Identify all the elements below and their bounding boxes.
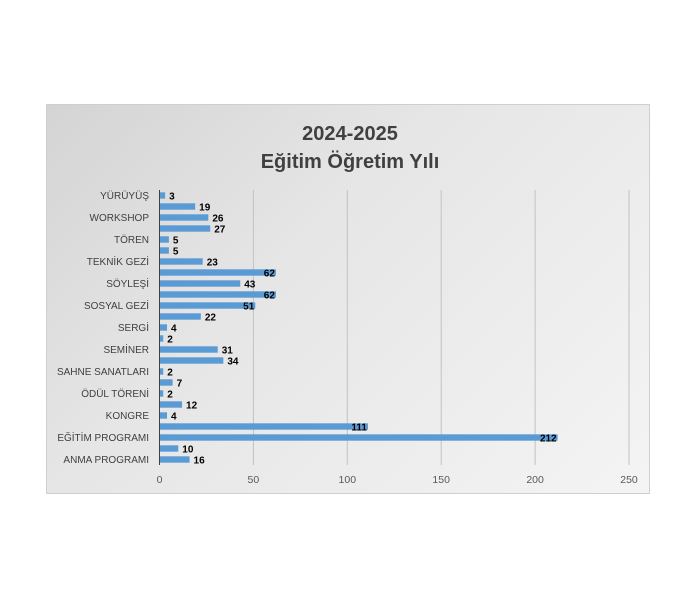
bar — [159, 280, 241, 287]
category-label: SERGİ — [118, 321, 149, 334]
bar — [159, 324, 168, 331]
data-label: 34 — [227, 356, 239, 367]
x-tick-label: 200 — [526, 474, 544, 486]
bar — [159, 368, 164, 375]
bar — [159, 302, 256, 309]
category-label: EĞİTİM PROGRAMI — [57, 431, 149, 444]
x-tick-label: 150 — [432, 474, 450, 486]
bar — [159, 401, 183, 408]
bar — [159, 445, 179, 452]
x-tick-label: 100 — [339, 474, 357, 486]
bar — [159, 390, 164, 397]
bar — [159, 214, 209, 221]
x-tick-label: 0 — [157, 474, 163, 486]
bar — [159, 357, 224, 364]
bar — [159, 456, 190, 463]
data-label: 2 — [167, 367, 173, 378]
data-label: 51 — [243, 301, 255, 312]
bar — [159, 412, 168, 419]
category-label: TÖREN — [114, 234, 149, 246]
bar — [159, 269, 276, 276]
bar — [159, 291, 276, 298]
bar — [159, 192, 166, 199]
bar — [159, 225, 211, 232]
category-label: SAHNE SANATLARI — [57, 367, 149, 378]
category-labels: YÜRÜYÜŞ WORKSHOP TÖREN TEKNİK GEZİ SÖYLEŞİ SO… — [57, 190, 149, 466]
data-label: 62 — [264, 290, 276, 301]
bar — [159, 258, 203, 265]
bar — [159, 434, 558, 441]
category-label: ANMA PROGRAMI — [63, 455, 149, 466]
data-label: 26 — [212, 213, 224, 224]
bars — [159, 192, 558, 463]
gridlines — [252, 190, 630, 465]
data-label: 5 — [173, 246, 179, 257]
bar — [159, 423, 368, 430]
category-label: SOSYAL GEZİ — [84, 299, 149, 312]
bar — [159, 247, 169, 254]
category-label: TEKNİK GEZİ — [87, 255, 149, 268]
data-label: 3 — [169, 191, 175, 202]
data-label: 111 — [351, 422, 367, 433]
bar — [159, 203, 196, 210]
data-label: 2 — [167, 389, 173, 400]
bar — [159, 313, 201, 320]
data-label: 5 — [173, 235, 179, 246]
category-label: WORKSHOP — [90, 213, 150, 224]
x-tick-label: 50 — [248, 474, 260, 486]
bar — [159, 379, 173, 386]
x-tick-labels: 0 50 100 150 200 250 — [157, 474, 638, 486]
data-label: 27 — [214, 224, 226, 235]
data-label: 7 — [177, 378, 183, 389]
bar — [159, 346, 218, 353]
chart-title: 2024-2025 — [302, 123, 398, 145]
bar-chart: 2024-2025 Eğitim Öğretim Yılı 3192627552… — [57, 123, 638, 486]
bar — [159, 236, 169, 243]
data-label: 12 — [186, 400, 198, 411]
data-label: 62 — [264, 268, 276, 279]
data-label: 23 — [207, 257, 219, 268]
data-label: 212 — [540, 433, 557, 444]
category-label: ÖDÜL TÖRENİ — [81, 387, 149, 400]
data-label: 4 — [171, 411, 177, 422]
data-label: 31 — [222, 345, 234, 356]
data-label: 4 — [171, 323, 177, 334]
data-label: 22 — [205, 312, 217, 323]
category-label: KONGRE — [106, 411, 150, 422]
category-label: SEMİNER — [103, 343, 149, 356]
category-label: SÖYLEŞİ — [106, 277, 149, 290]
data-label: 2 — [167, 334, 173, 345]
category-label: YÜRÜYÜŞ — [100, 190, 149, 202]
x-tick-label: 250 — [620, 474, 638, 486]
data-label: 10 — [182, 444, 194, 455]
data-label: 19 — [199, 202, 211, 213]
bar — [159, 335, 164, 342]
chart-area: 2024-2025 Eğitim Öğretim Yılı 3 19 26 27 5 5 2… — [46, 104, 650, 494]
data-labels: 3192627552362436251224231342721241112121… — [167, 191, 557, 466]
chart-subtitle: Eğitim Öğretim Yılı — [261, 150, 440, 173]
data-label: 43 — [244, 279, 256, 290]
data-label: 16 — [194, 455, 206, 466]
